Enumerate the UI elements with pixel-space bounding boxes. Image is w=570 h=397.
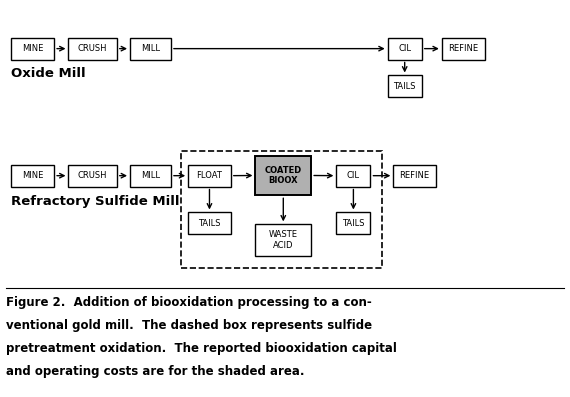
Text: CIL: CIL (398, 44, 411, 53)
Bar (68, 38, 117, 60)
Bar (188, 212, 231, 234)
Bar (336, 212, 370, 234)
Bar (255, 224, 311, 256)
Bar (388, 75, 422, 97)
Text: TAILS: TAILS (198, 219, 221, 228)
Text: COATED
BIOOX: COATED BIOOX (264, 166, 302, 185)
Text: and operating costs are for the shaded area.: and operating costs are for the shaded a… (6, 365, 304, 378)
Bar (255, 156, 311, 195)
Bar (188, 165, 231, 187)
Bar (336, 165, 370, 187)
Bar (181, 151, 382, 268)
Text: CIL: CIL (347, 171, 360, 180)
Text: pretreatment oxidation.  The reported biooxidation capital: pretreatment oxidation. The reported bio… (6, 342, 397, 355)
Text: CRUSH: CRUSH (78, 44, 107, 53)
Bar (68, 165, 117, 187)
Text: Refractory Sulfide Mill: Refractory Sulfide Mill (11, 195, 180, 208)
Text: MILL: MILL (141, 171, 160, 180)
Text: TAILS: TAILS (393, 82, 416, 91)
Text: ventional gold mill.  The dashed box represents sulfide: ventional gold mill. The dashed box repr… (6, 319, 372, 332)
Text: REFINE: REFINE (448, 44, 478, 53)
Bar (130, 38, 171, 60)
Text: Figure 2.  Addition of biooxidation processing to a con-: Figure 2. Addition of biooxidation proce… (6, 296, 372, 309)
Text: REFINE: REFINE (400, 171, 430, 180)
Text: TAILS: TAILS (342, 219, 365, 228)
Bar (11, 165, 54, 187)
Bar (393, 165, 436, 187)
Text: CRUSH: CRUSH (78, 171, 107, 180)
Text: WASTE
ACID: WASTE ACID (269, 231, 298, 250)
Bar (11, 38, 54, 60)
Text: MINE: MINE (22, 171, 43, 180)
Bar (388, 38, 422, 60)
Text: FLOAT: FLOAT (197, 171, 222, 180)
Text: Oxide Mill: Oxide Mill (11, 67, 86, 81)
Bar (130, 165, 171, 187)
Bar (442, 38, 484, 60)
Text: MINE: MINE (22, 44, 43, 53)
Text: MILL: MILL (141, 44, 160, 53)
